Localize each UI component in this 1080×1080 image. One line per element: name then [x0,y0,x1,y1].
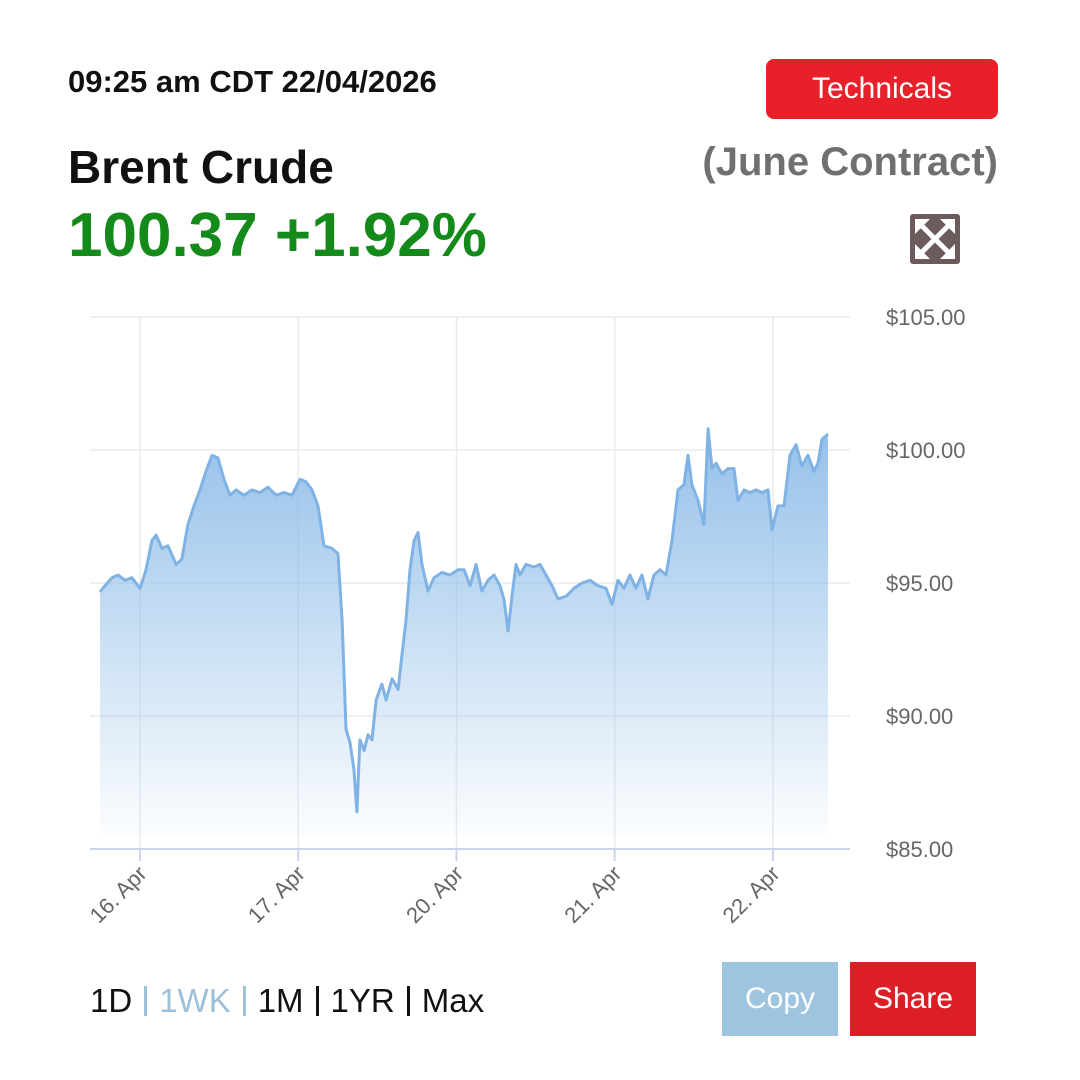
expand-icon[interactable] [910,214,960,264]
x-tick-label: 21. Apr [559,861,626,928]
price: 100.37 [68,201,258,270]
separator [406,986,410,1016]
range-option[interactable]: Max [421,982,485,1019]
y-tick-label: $90.00 [886,704,953,729]
x-tick-label: 17. Apr [243,861,310,928]
separator [144,986,148,1016]
separator [315,986,319,1016]
y-tick-label: $105.00 [886,305,966,330]
range-option[interactable]: 1D [90,982,133,1019]
line [98,427,830,814]
price-line: 100.37 +1.92% [68,200,487,271]
change: +1.92% [274,201,487,270]
y-tick-label: $100.00 [886,438,966,463]
timestamp: 09:25 am CDT 22/04/2026 [68,64,437,99]
contract-label: (June Contract) [702,140,998,184]
technicals-button[interactable]: Technicals [766,59,998,119]
range-option[interactable]: 1M [257,982,304,1019]
separator [242,986,246,1016]
y-tick-label: $85.00 [886,837,953,862]
range-selector: 1D 1WK 1M 1YR Max [90,982,484,1020]
y-tick-label: $95.00 [886,571,953,596]
x-tick-label: 22. Apr [718,861,785,928]
instrument-title: Brent Crude [68,141,334,193]
share-button[interactable]: Share [850,962,976,1036]
range-option[interactable]: 1YR [330,982,395,1019]
chart: $85.00 $90.00 $95.00 $100.00 $105.00 16. Apr 1… [85,305,966,928]
area [99,428,829,837]
range-option[interactable]: 1WK [159,982,231,1019]
copy-button[interactable]: Copy [722,962,838,1036]
x-tick-label: 20. Apr [401,861,468,928]
x-tick-label: 16. Apr [85,861,152,928]
